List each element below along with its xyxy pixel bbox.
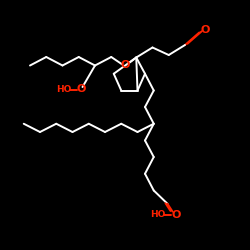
Text: O: O [201,25,210,35]
Text: HO: HO [56,85,72,94]
Text: HO: HO [150,210,165,219]
Text: O: O [76,84,86,94]
Text: O: O [120,60,130,70]
Text: O: O [171,210,180,220]
